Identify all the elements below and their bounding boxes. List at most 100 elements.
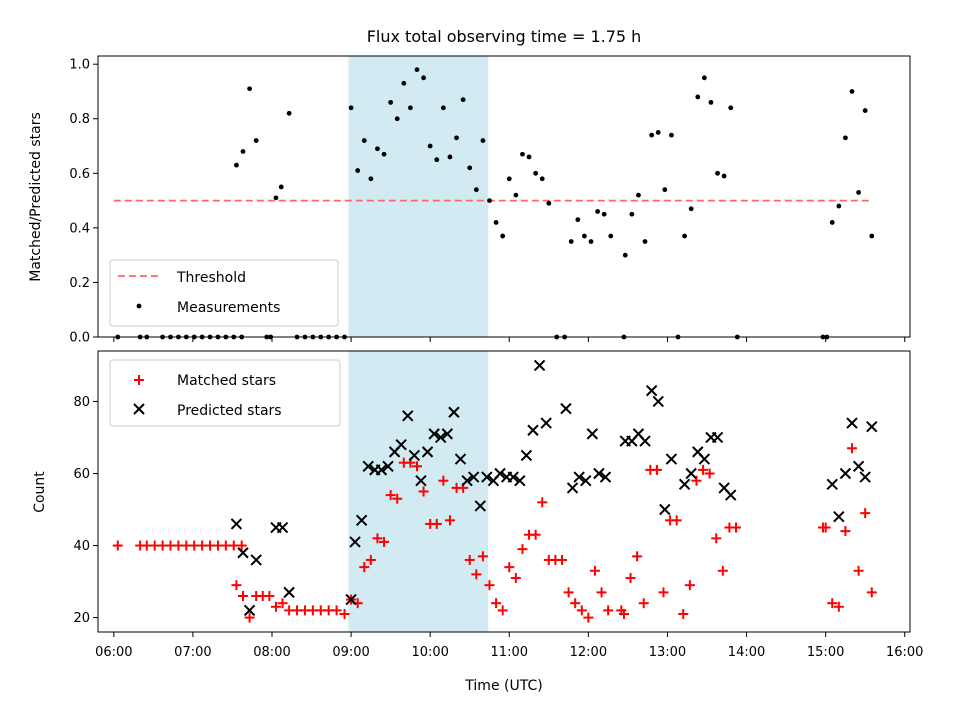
observing-window-shade-bottom [348,351,489,632]
matched-star-point [711,533,722,544]
measurement-point [575,217,581,223]
measurement-point [408,105,413,111]
count-panel: 20 40 60 80 06:00 07:00 08:00 09:00 10:00 11:00 1… [32,350,923,694]
measurement-point [695,94,701,100]
measurement-point [856,190,861,195]
measurement-point [649,132,655,138]
matched-star-point [596,587,607,598]
predicted-star-point [355,514,368,527]
measurement-point [843,135,848,141]
predicted-star-point [507,471,519,483]
time-x-tick-label: 16:00 [886,645,923,660]
matched-star-point [277,598,288,609]
matched-star-point [625,572,636,583]
time-x-axis: 06:00 07:00 08:00 09:00 10:00 11:00 12:00 13:00… [95,632,923,660]
matched-star-points [112,443,877,623]
predicted-star-point [859,471,871,483]
matched-star-point [820,522,831,533]
predicted-star-point [237,547,249,559]
matched-star-point [112,540,123,551]
predicted-star-point [395,438,407,451]
matched-star-point [339,608,350,619]
measurement-point [440,105,446,111]
ratio-y-tick-label: 0.8 [69,112,90,127]
predicted-star-point [421,446,434,458]
predicted-star-point [711,431,724,444]
matched-star-point [379,536,390,547]
matched-star-point [638,598,649,609]
predicted-star-point [573,471,585,483]
predicted-star-point [593,467,605,480]
matched-star-point [717,565,728,576]
ratio-panel: 0.0 0.2 0.4 0.6 0.8 1.0 Matched/Predicted sta… [28,55,911,346]
matched-star-point [517,544,528,555]
predicted-star-point [599,471,612,483]
ratio-y-tick-label: 1.0 [69,58,90,73]
predicted-star-point [428,428,440,440]
matched-star-point [412,461,422,472]
predicted-star-point [276,521,289,534]
measurement-point [539,176,545,182]
ratio-legend: Threshold Measurements [109,259,339,327]
measurement-point [447,154,453,160]
measurement-point [546,200,552,206]
measurement-point [588,239,594,244]
matched-star-point [563,587,574,598]
measurement-point [836,203,842,209]
time-x-tick-label: 15:00 [807,645,844,660]
measurement-point [361,138,367,143]
predicted-star-point [659,503,671,516]
measurement-point [642,239,648,244]
matched-star-point [418,486,429,497]
predicted-star-point [685,467,697,480]
measurement-point [721,173,727,179]
measurement-point [655,129,661,135]
measurement-point [480,138,486,143]
predicted-star-point [402,410,414,422]
measurement-point [414,67,420,73]
measurement-point [493,220,499,225]
measurement-point [375,146,380,152]
count-y-axis-label: Count [32,471,48,513]
predicted-star-point [448,406,460,418]
matched-star-point [438,475,449,486]
ratio-y-tick-label: 0.0 [69,331,90,346]
threshold-legend-label: Threshold [176,270,246,286]
predicted-star-point [560,402,572,415]
measurement-point [394,116,400,122]
measurement-point [728,105,734,111]
measurements-legend-label: Measurements [177,300,280,316]
matched-star-point [576,605,587,616]
measurement-point [247,86,252,92]
matched-legend-swatch [134,375,144,385]
matched-star-point [704,468,715,479]
measurement-point [595,209,600,214]
predicted-star-point [441,428,454,440]
measurements-legend-swatch [136,303,142,309]
predicted-star-point [566,482,579,494]
measurement-point [381,151,387,157]
predicted-star-point [652,395,664,408]
ratio-y-axis: 0.0 0.2 0.4 0.6 0.8 1.0 [69,58,98,346]
matched-star-point [603,605,614,616]
measurement-point [829,220,835,225]
matched-star-point [840,526,851,537]
matched-star-point [504,562,515,573]
predicted-legend-label: Predicted stars [177,403,282,419]
matched-star-point [557,554,567,565]
matched-star-point [431,518,442,529]
count-plot-frame [97,350,911,633]
time-x-tick-label: 10:00 [411,645,448,660]
predicted-star-point [435,431,447,444]
predicted-star-point [645,384,658,397]
time-x-tick-label: 13:00 [649,645,686,660]
measurement-point [286,110,292,116]
matched-star-point [537,497,548,508]
matched-star-point [331,605,342,616]
matched-star-point [385,490,396,501]
predicted-star-point [461,474,473,487]
measurement-point [520,151,525,157]
measurement-point [427,143,433,149]
measurement-point [513,192,519,198]
measurement-point [669,132,674,138]
